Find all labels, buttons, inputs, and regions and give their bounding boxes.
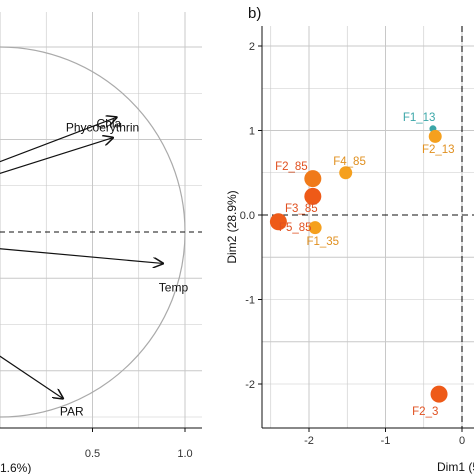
panel-b-plot-area (262, 26, 474, 428)
panel-b-x-tick-label: -1 (381, 435, 391, 447)
panel-a-x-tick-label: 1.0 (177, 448, 192, 460)
loading-vector-par (0, 355, 63, 399)
point-f4_85 (339, 166, 353, 180)
loading-vector-phycoerythrin (0, 138, 113, 175)
panel-a-plot-area (0, 12, 202, 428)
point-label-f1_35: F1_35 (306, 236, 339, 248)
panel-a-x-axis-label: (1.6%) (0, 461, 31, 474)
point-f2_85 (304, 170, 322, 188)
panel-b-y-tick-label: -2 (245, 379, 255, 391)
point-label-f5_85: F5_85 (279, 222, 312, 234)
panel-b-x-tick-label: 0 (459, 435, 465, 447)
point-f3_85 (304, 187, 322, 205)
vector-label-temp: Temp (159, 280, 189, 294)
panel-b-y-tick-label: 2 (249, 41, 255, 53)
point-label-f2_3: F2_3 (412, 406, 438, 418)
panel-b-y-tick-label: 1 (249, 126, 255, 138)
point-label-f3_85: F3_85 (285, 203, 318, 215)
vector-label-par: PAR (60, 405, 84, 419)
point-f2_3 (430, 385, 448, 403)
panel-b-label: b) (248, 5, 261, 22)
panel-b-x-axis-label: Dim1 (51 (437, 460, 474, 474)
loading-vector-chla (0, 117, 117, 163)
point-f5_85 (269, 213, 287, 231)
panel-b-y-tick-label: -1 (245, 295, 255, 307)
vector-label-chla: Chla (97, 116, 122, 130)
point-label-f1_13: F1_13 (403, 112, 436, 124)
panel-b-x-tick-label: -2 (304, 435, 314, 447)
point-label-f4_85: F4_85 (333, 156, 366, 168)
loading-vector-temp (0, 248, 163, 263)
point-label-f2_85: F2_85 (275, 161, 308, 173)
point-label-f2_13: F2_13 (422, 144, 455, 156)
panel-b-y-tick-label: 0.0 (240, 210, 255, 222)
point-f2_13 (428, 129, 442, 143)
point-f1_35 (308, 221, 322, 235)
panel-b-individuals-map: F1_13 F2_13 F4_85 F2_85 F3_85 F5_85 F1_35 F2_3 2… (225, 5, 474, 474)
vector-label-phycoerythrin: Phycoerythrin (66, 121, 139, 135)
panel-a-x-tick-label: 0.5 (85, 448, 100, 460)
panel-b-y-axis-label: Dim2 (28.9%) (225, 190, 239, 263)
